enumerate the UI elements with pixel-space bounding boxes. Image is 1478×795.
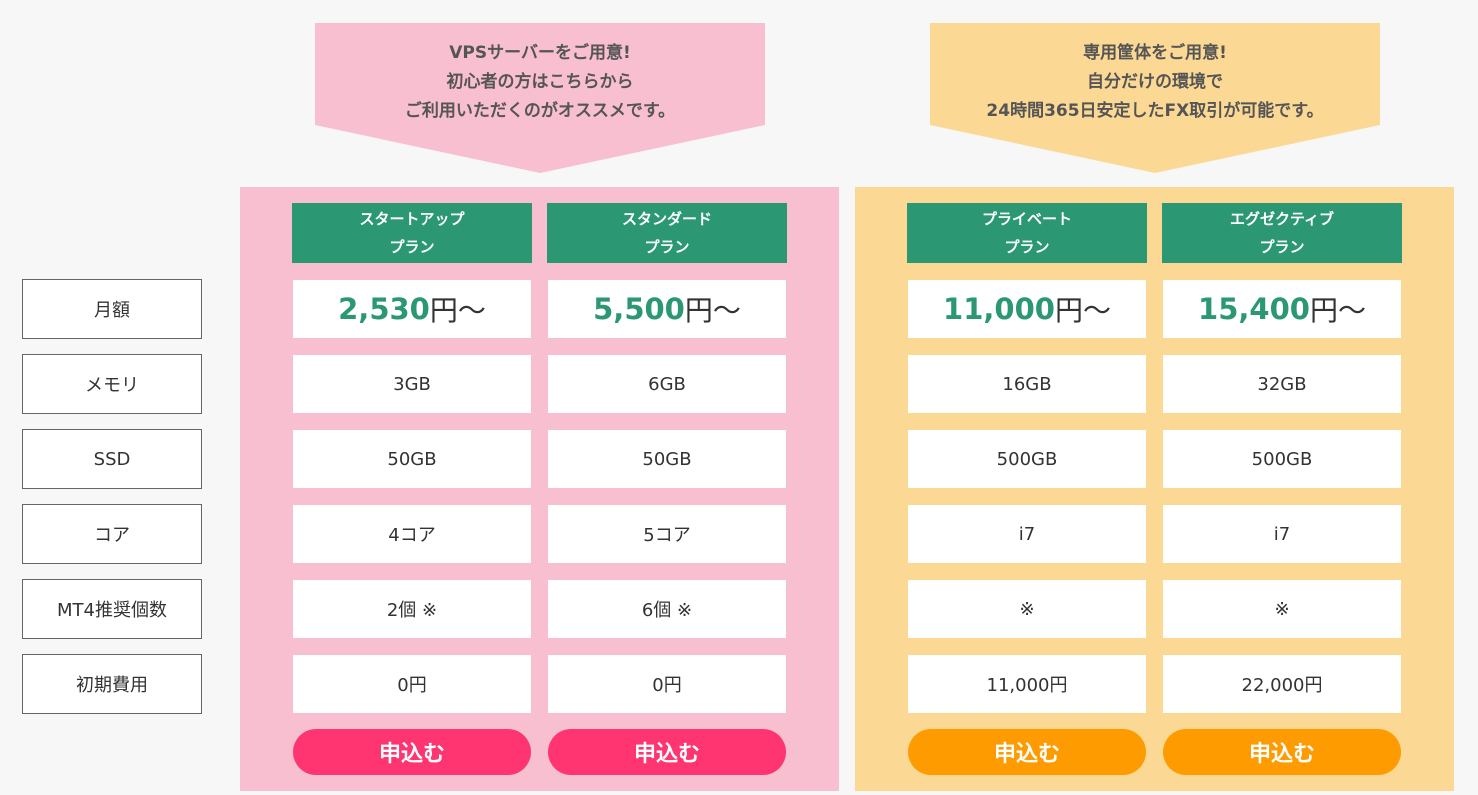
price-cell-private: 11,000 円〜 bbox=[908, 280, 1146, 338]
initial-cell-standard: 0円 bbox=[548, 655, 786, 713]
initial-cell-executive: 22,000円 bbox=[1163, 655, 1401, 713]
memory-cell-startup: 3GB bbox=[293, 355, 531, 413]
plan-name-line2: プラン bbox=[1259, 238, 1305, 256]
price-value: 11,000 bbox=[943, 292, 1055, 326]
price-value: 15,400 bbox=[1198, 292, 1310, 326]
apply-button-executive[interactable]: 申込む bbox=[1163, 729, 1401, 775]
core-cell-standard: 5コア bbox=[548, 505, 786, 563]
apply-button-private[interactable]: 申込む bbox=[908, 729, 1146, 775]
initial-cell-startup: 0円 bbox=[293, 655, 531, 713]
dedicated-callout: 専用筐体をご用意! 自分だけの環境で 24時間365日安定したFX取引が可能です… bbox=[930, 23, 1380, 173]
plan-name-line2: プラン bbox=[389, 238, 435, 256]
plan-name-line1: エグゼクティブ bbox=[1229, 210, 1335, 228]
ssd-cell-startup: 50GB bbox=[293, 430, 531, 488]
plan-name-line1: プライベート bbox=[981, 210, 1072, 228]
plan-name-line2: プラン bbox=[644, 238, 690, 256]
row-label-monthly: 月額 bbox=[22, 279, 202, 339]
row-label-initial: 初期費用 bbox=[22, 654, 202, 714]
mt4-cell-executive: ※ bbox=[1163, 580, 1401, 638]
mt4-cell-startup: 2個 ※ bbox=[293, 580, 531, 638]
apply-button-startup[interactable]: 申込む bbox=[293, 729, 531, 775]
price-value: 5,500 bbox=[593, 292, 685, 326]
row-label-memory: メモリ bbox=[22, 354, 202, 414]
dedicated-callout-line2: 自分だけの環境で bbox=[1087, 72, 1223, 92]
price-cell-startup: 2,530 円〜 bbox=[293, 280, 531, 338]
plan-name-line1: スタンダード bbox=[621, 210, 712, 228]
row-label-ssd: SSD bbox=[22, 429, 202, 489]
price-suffix: 円〜 bbox=[1309, 294, 1366, 327]
mt4-cell-standard: 6個 ※ bbox=[548, 580, 786, 638]
core-cell-startup: 4コア bbox=[293, 505, 531, 563]
plan-header-private: プライベート プラン bbox=[907, 203, 1147, 263]
vps-callout-line3: ご利用いただくのがオススメです。 bbox=[404, 101, 676, 121]
row-label-core: コア bbox=[22, 504, 202, 564]
plan-header-standard: スタンダード プラン bbox=[547, 203, 787, 263]
plan-header-startup: スタートアップ プラン bbox=[292, 203, 532, 263]
vps-callout-line2: 初心者の方はこちらから bbox=[446, 72, 634, 92]
core-cell-private: i7 bbox=[908, 505, 1146, 563]
row-label-mt4: MT4推奨個数 bbox=[22, 579, 202, 639]
ssd-cell-executive: 500GB bbox=[1163, 430, 1401, 488]
ssd-cell-private: 500GB bbox=[908, 430, 1146, 488]
price-value: 2,530 bbox=[338, 292, 430, 326]
dedicated-callout-line1: 専用筐体をご用意! bbox=[1083, 43, 1227, 63]
vps-callout-line1: VPSサーバーをご用意! bbox=[449, 43, 631, 63]
initial-cell-private: 11,000円 bbox=[908, 655, 1146, 713]
ssd-cell-standard: 50GB bbox=[548, 430, 786, 488]
price-cell-executive: 15,400 円〜 bbox=[1163, 280, 1401, 338]
price-suffix: 円〜 bbox=[684, 294, 741, 327]
price-cell-standard: 5,500 円〜 bbox=[548, 280, 786, 338]
core-cell-executive: i7 bbox=[1163, 505, 1401, 563]
price-suffix: 円〜 bbox=[1054, 294, 1111, 327]
plan-name-line2: プラン bbox=[1004, 238, 1050, 256]
apply-button-standard[interactable]: 申込む bbox=[548, 729, 786, 775]
memory-cell-executive: 32GB bbox=[1163, 355, 1401, 413]
plan-name-line1: スタートアップ bbox=[359, 210, 465, 228]
plan-header-executive: エグゼクティブ プラン bbox=[1162, 203, 1402, 263]
dedicated-callout-line3: 24時間365日安定したFX取引が可能です。 bbox=[986, 101, 1324, 121]
memory-cell-standard: 6GB bbox=[548, 355, 786, 413]
memory-cell-private: 16GB bbox=[908, 355, 1146, 413]
price-suffix: 円〜 bbox=[429, 294, 486, 327]
mt4-cell-private: ※ bbox=[908, 580, 1146, 638]
vps-callout: VPSサーバーをご用意! 初心者の方はこちらから ご利用いただくのがオススメです… bbox=[315, 23, 765, 173]
